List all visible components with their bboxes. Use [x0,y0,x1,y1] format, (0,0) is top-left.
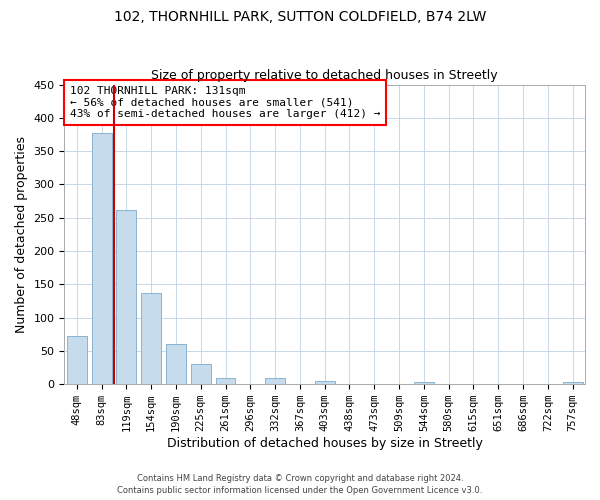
Bar [92,132,112,384]
Title: Size of property relative to detached houses in Streetly: Size of property relative to detached ho… [151,69,498,82]
Y-axis label: Number of detached properties: Number of detached properties [15,136,28,333]
Bar [141,293,161,384]
Bar [166,344,186,384]
Bar [116,210,136,384]
Text: 102, THORNHILL PARK, SUTTON COLDFIELD, B74 2LW: 102, THORNHILL PARK, SUTTON COLDFIELD, B… [114,10,486,24]
Bar [265,378,285,384]
Bar [67,336,87,384]
Bar [315,381,335,384]
Text: 102 THORNHILL PARK: 131sqm
← 56% of detached houses are smaller (541)
43% of sem: 102 THORNHILL PARK: 131sqm ← 56% of deta… [70,86,380,120]
Bar [414,382,434,384]
Bar [191,364,211,384]
Bar [215,378,235,384]
Text: Contains HM Land Registry data © Crown copyright and database right 2024.
Contai: Contains HM Land Registry data © Crown c… [118,474,482,495]
Bar [563,382,583,384]
X-axis label: Distribution of detached houses by size in Streetly: Distribution of detached houses by size … [167,437,482,450]
